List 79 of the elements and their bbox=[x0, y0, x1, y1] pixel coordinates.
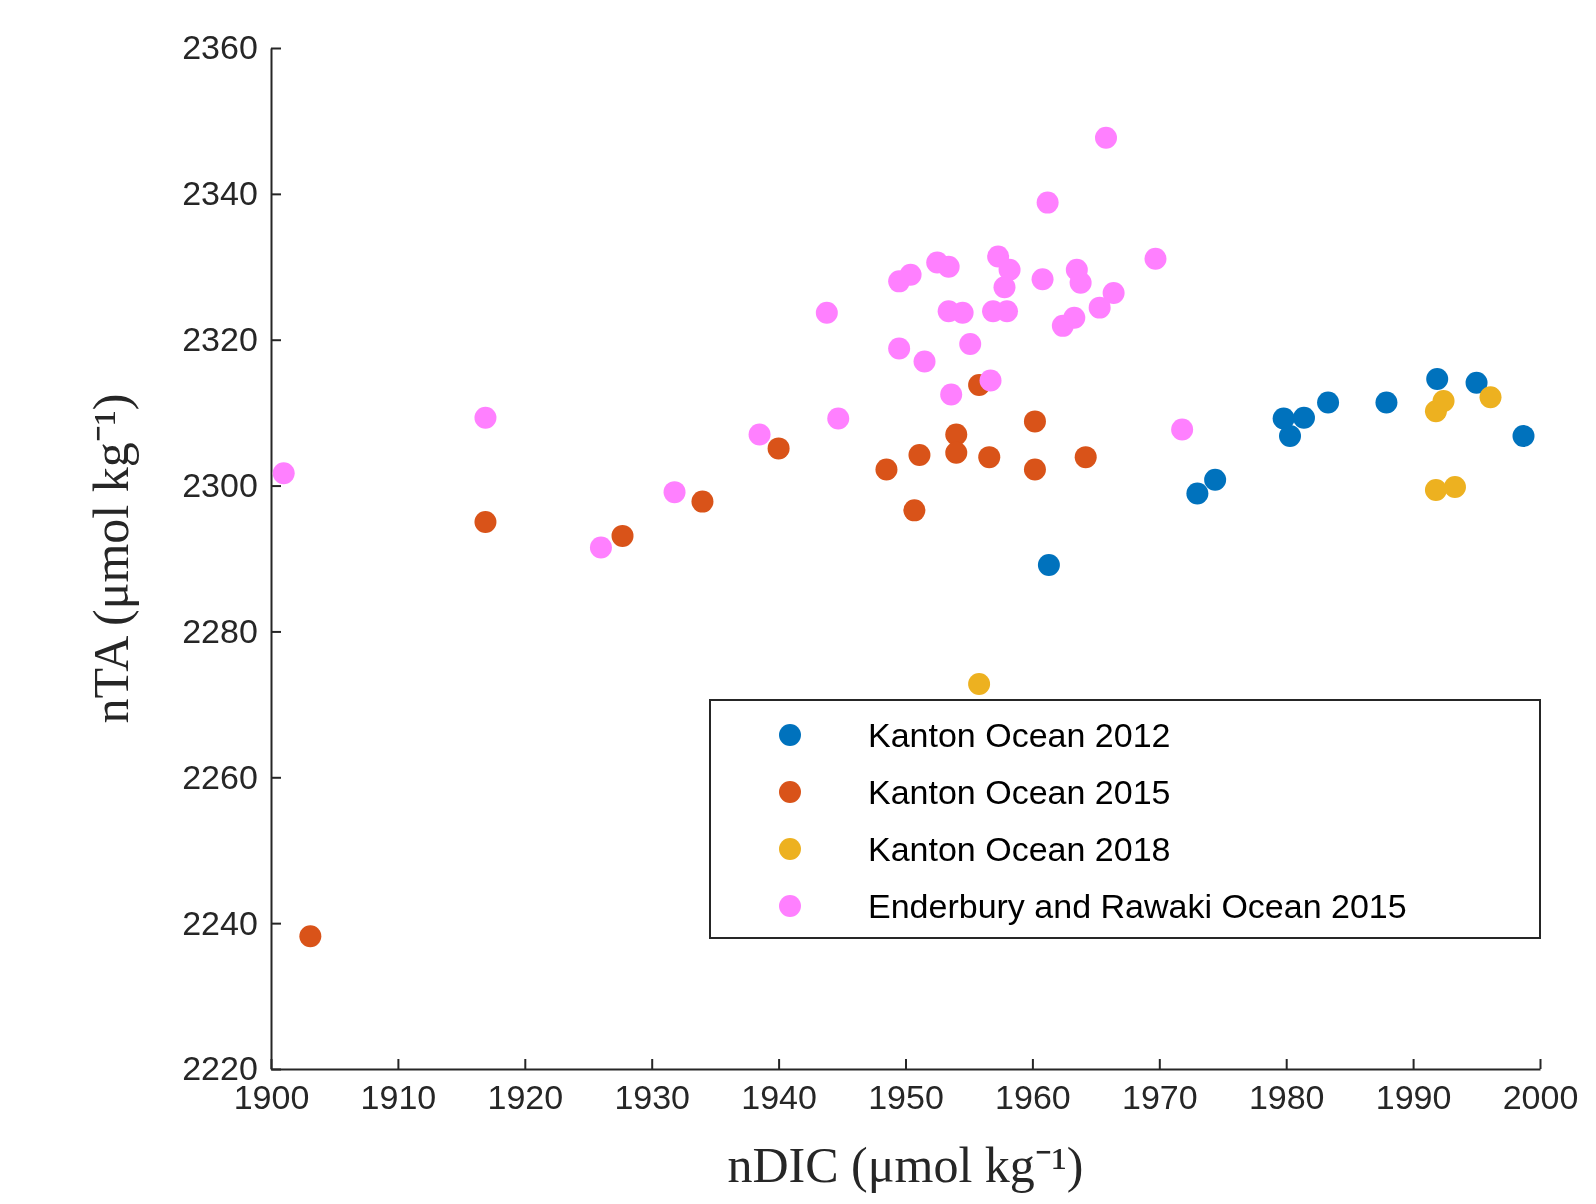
point bbox=[1031, 268, 1054, 291]
point bbox=[299, 925, 322, 948]
y-tick-label: 2300 bbox=[182, 465, 258, 504]
point bbox=[959, 333, 982, 356]
point bbox=[691, 490, 714, 513]
point bbox=[1023, 410, 1046, 433]
x-tick-label: 1980 bbox=[1248, 1078, 1325, 1117]
point bbox=[945, 423, 968, 446]
x-tick-label: 1930 bbox=[614, 1078, 691, 1117]
point bbox=[1088, 296, 1111, 319]
point bbox=[1292, 406, 1315, 429]
legend-label: Kanton Ocean 2015 bbox=[868, 772, 1171, 811]
point bbox=[1186, 482, 1209, 505]
y-tick-label: 2320 bbox=[182, 320, 258, 359]
point bbox=[1443, 476, 1466, 499]
point bbox=[998, 258, 1021, 281]
x-tick-label: 1950 bbox=[868, 1078, 944, 1117]
x-axis-title: nDIC (μmol kg⁻¹) bbox=[727, 1137, 1084, 1193]
x-tick-label: 1910 bbox=[360, 1078, 437, 1117]
point bbox=[979, 369, 1002, 392]
point bbox=[1279, 425, 1301, 447]
point bbox=[913, 350, 936, 373]
point bbox=[1426, 368, 1449, 391]
point bbox=[993, 276, 1016, 299]
x-tick-label: 1960 bbox=[995, 1078, 1071, 1117]
y-tick-label: 2240 bbox=[182, 903, 258, 942]
point bbox=[1375, 391, 1398, 414]
legend-label: Enderbury and Rawaki Ocean 2015 bbox=[868, 886, 1407, 925]
point bbox=[611, 524, 634, 547]
y-tick-label: 2260 bbox=[182, 757, 258, 796]
point bbox=[1023, 458, 1046, 481]
point bbox=[474, 406, 497, 429]
point bbox=[827, 407, 850, 430]
legend-label: Kanton Ocean 2018 bbox=[868, 829, 1171, 868]
point bbox=[1465, 371, 1488, 394]
point bbox=[1479, 386, 1502, 409]
x-tick-label: 1970 bbox=[1121, 1078, 1198, 1117]
point bbox=[1037, 554, 1060, 577]
point bbox=[1272, 407, 1295, 430]
point bbox=[748, 423, 771, 446]
point bbox=[1095, 126, 1117, 149]
point bbox=[945, 441, 968, 464]
point bbox=[1063, 306, 1086, 329]
point bbox=[1204, 468, 1227, 491]
point bbox=[899, 263, 922, 286]
y-axis-title: nTA (μmol kg⁻¹) bbox=[83, 393, 139, 724]
point bbox=[1171, 418, 1194, 441]
x-tick-label: 2000 bbox=[1502, 1078, 1579, 1117]
x-tick-label: 1990 bbox=[1375, 1078, 1452, 1117]
point bbox=[815, 301, 838, 324]
point bbox=[903, 499, 926, 522]
point bbox=[1069, 271, 1092, 294]
point bbox=[968, 672, 991, 695]
point bbox=[589, 536, 612, 559]
point bbox=[940, 383, 963, 406]
point bbox=[1102, 282, 1125, 305]
point bbox=[951, 301, 974, 324]
point bbox=[1512, 425, 1535, 447]
point bbox=[1317, 391, 1340, 414]
y-tick-label: 2360 bbox=[182, 28, 258, 67]
y-tick-label: 2280 bbox=[182, 611, 258, 650]
point bbox=[1074, 446, 1097, 469]
x-tick-label: 1920 bbox=[487, 1078, 564, 1117]
point bbox=[767, 437, 790, 460]
point bbox=[875, 458, 898, 481]
point bbox=[908, 443, 931, 466]
point bbox=[1424, 478, 1447, 501]
point bbox=[1432, 390, 1455, 412]
point bbox=[474, 511, 497, 534]
point bbox=[1036, 191, 1059, 214]
point bbox=[663, 481, 686, 504]
x-tick-label: 1940 bbox=[741, 1078, 817, 1117]
point bbox=[937, 255, 960, 278]
point bbox=[888, 337, 911, 360]
point bbox=[1144, 247, 1167, 270]
point bbox=[978, 446, 1001, 469]
point bbox=[272, 462, 295, 485]
y-tick-label: 2340 bbox=[182, 174, 258, 213]
legend-label: Kanton Ocean 2012 bbox=[868, 715, 1171, 754]
